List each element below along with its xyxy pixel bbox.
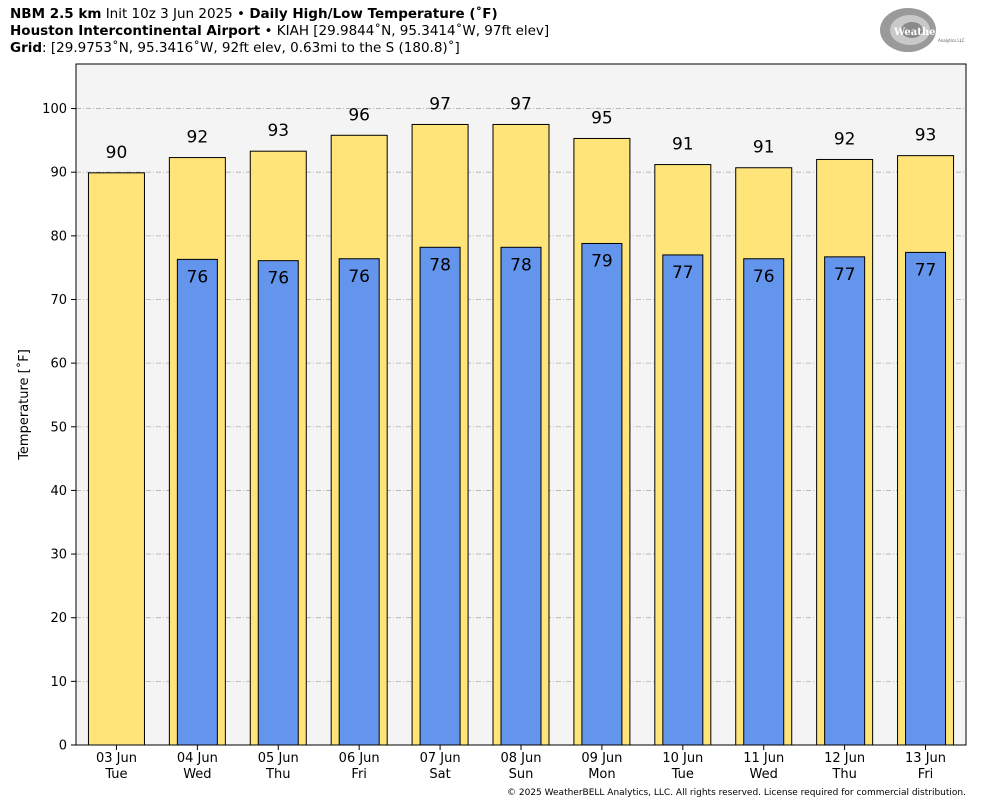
low-temp-bar [743,258,785,746]
high-temp-label: 90 [106,143,128,163]
low-temp-label: 76 [753,267,775,287]
low-temp-label: 77 [915,260,937,280]
x-tick-date: 12 Jun [824,751,865,766]
x-tick-day: Tue [104,767,127,782]
product-title: Daily High/Low Temperature (˚F) [249,6,498,22]
low-temp-label: 78 [510,255,532,275]
x-tick-date: 06 Jun [339,751,380,766]
y-axis-ticks: 0 10 20 30 40 50 60 70 80 90 100 [42,102,76,754]
high-temp-bar [87,172,145,746]
high-temp-label: 91 [753,138,775,158]
x-tick-day: Tue [671,767,694,782]
high-temp-label: 97 [510,94,532,114]
x-tick-day: Wed [750,767,778,782]
y-tick-label: 50 [50,420,67,435]
header-line-3: Grid: [29.9753˚N, 95.3416˚W, 92ft elev, … [10,40,549,57]
y-tick-label: 90 [50,166,67,181]
x-tick-day: Fri [918,767,934,782]
y-tick-label: 60 [50,357,67,372]
low-temp-label: 76 [348,267,370,287]
low-temp-label: 77 [834,265,856,285]
high-temp-label: 91 [672,135,694,155]
low-temp-label: 76 [267,269,289,289]
x-tick-date: 08 Jun [501,751,542,766]
high-temp-label: 92 [834,129,856,149]
x-tick-date: 04 Jun [177,751,218,766]
low-temp-bar [500,246,542,746]
header-line-2: Houston Intercontinental Airport • KIAH … [10,23,549,40]
x-tick-date: 10 Jun [662,751,703,766]
high-temp-label: 95 [591,108,613,128]
y-tick-label: 20 [50,611,67,626]
logo-swirl-core [901,22,923,38]
x-tick-day: Fri [351,767,367,782]
y-tick-label: 70 [50,293,67,308]
grid-label: Grid [10,40,43,56]
low-temp-bar [905,251,947,746]
grid-details: : [29.9753˚N, 95.3416˚W, 92ft elev, 0.63… [42,40,460,56]
model-name: NBM 2.5 km [10,6,102,22]
station-name: Houston Intercontinental Airport [10,23,261,39]
init-time: Init 10z 3 Jun 2025 [105,6,233,22]
low-temp-bar [338,258,380,746]
bars [87,123,955,746]
high-temp-label: 97 [429,94,451,114]
y-tick-label: 0 [59,739,67,754]
low-temp-bar [257,260,299,746]
logo-subtext: Analytics LLC [938,38,965,43]
x-tick-date: 07 Jun [420,751,461,766]
low-temp-bar [176,258,218,746]
y-axis-label: Temperature [˚F] [16,349,32,461]
logo-text: WeatherBELL [893,27,970,38]
separator-bullet: • [237,6,246,22]
high-temp-label: 92 [187,128,209,148]
x-tick-day: Sun [509,767,534,782]
header-line-1: NBM 2.5 km Init 10z 3 Jun 2025 • Daily H… [10,6,549,23]
x-tick-date: 05 Jun [258,751,299,766]
x-tick-day: Sat [429,767,450,782]
station-details: KIAH [29.9844˚N, 95.3414˚W, 97ft elev] [276,23,550,39]
x-tick-day: Thu [265,767,290,782]
low-temp-bar [824,256,866,746]
x-tick-date: 11 Jun [743,751,784,766]
x-tick-date: 09 Jun [581,751,622,766]
x-tick-day: Thu [831,767,856,782]
low-temp-label: 79 [591,251,613,271]
copyright-notice: © 2025 WeatherBELL Analytics, LLC. All r… [507,788,966,798]
value-labels: 90 92 76 93 76 96 76 97 78 97 78 95 79 91 77 91 76 92 77 93… [106,94,937,288]
x-tick-date: 03 Jun [96,751,137,766]
high-temp-label: 93 [915,126,937,146]
x-tick-date: 13 Jun [905,751,946,766]
high-temp-label: 96 [348,105,370,125]
y-tick-label: 30 [50,548,67,563]
separator-bullet: • [264,23,273,39]
low-temp-label: 77 [672,263,694,283]
high-temp-label: 93 [267,121,289,141]
y-tick-label: 40 [50,484,67,499]
low-temp-bar [419,246,461,746]
low-temp-label: 76 [187,267,209,287]
weatherbell-logo: WeatherBELL Analytics LLC [880,8,970,52]
y-tick-label: 10 [50,675,67,690]
chart-header: NBM 2.5 km Init 10z 3 Jun 2025 • Daily H… [10,6,549,57]
low-temp-label: 78 [429,255,451,275]
x-tick-day: Wed [183,767,211,782]
y-tick-label: 80 [50,229,67,244]
low-temp-bar [662,254,704,746]
x-tick-day: Mon [588,767,615,782]
y-tick-label: 100 [42,102,67,117]
low-temp-bar [581,242,623,746]
